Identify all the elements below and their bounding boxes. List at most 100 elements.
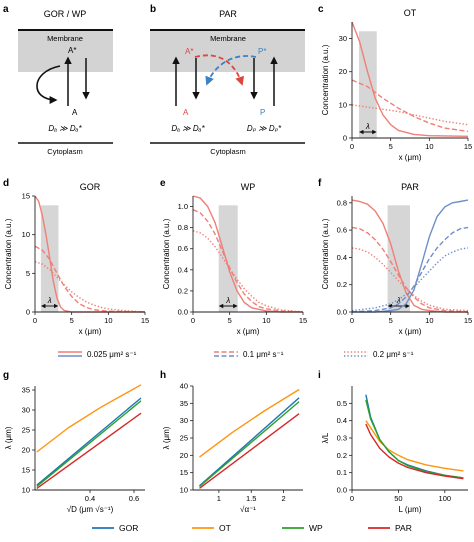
x-tick-label: 0 <box>350 494 354 503</box>
series-line <box>199 397 300 487</box>
chart-i: 0 50 100 0.0 0.1 0.2 0.3 0.4 0.5 L (μm) λ/L <box>321 386 468 514</box>
a-label: A <box>72 108 78 117</box>
panel-b-title: PAR <box>219 9 237 19</box>
x-tick-label: 15 <box>299 316 307 325</box>
chart-c: λ 0 5 10 15 0 10 20 30 x (μm) Concentration (a.u.)… <box>321 8 472 162</box>
x-axis-label: √D (μm √s⁻¹) <box>67 505 114 514</box>
y-tick-label: 5 <box>26 269 30 278</box>
chart-g: 0.4 0.6 10 15 20 25 30 35 √D (μm √s⁻¹) λ (μm) <box>4 384 145 514</box>
series-line <box>34 195 145 313</box>
x-tick-label: 10 <box>425 316 433 325</box>
panel-b: b PAR Membrane A* P* A P Dₐ ≫ Dₐ* Dₚ ≫ D… <box>150 4 305 156</box>
x-axis-label: x (μm) <box>79 327 102 336</box>
series-line <box>365 394 464 479</box>
lambda-shading <box>218 205 238 312</box>
x-tick-label: 10 <box>425 142 433 151</box>
y-tick-label: 0.0 <box>337 308 347 317</box>
chart-title: GOR <box>80 182 101 192</box>
y-tick-label: 0.6 <box>337 226 347 235</box>
y-tick-label: 0.8 <box>337 198 347 207</box>
series-line <box>351 226 469 313</box>
y-tick-label: 20 <box>22 446 30 455</box>
x-tick-label: 0 <box>33 316 37 325</box>
series-line <box>34 245 146 313</box>
x-tick-label: 0.4 <box>85 494 95 503</box>
y-tick-label: 15 <box>22 192 30 201</box>
y-tick-label: 30 <box>22 406 30 415</box>
y-axis-label: Concentration (a.u.) <box>321 218 330 289</box>
diffusion-legend: 0.025 μm² s⁻¹ 0.1 μm² s⁻¹ 0.2 μm² s⁻¹ <box>58 350 414 359</box>
membrane-region <box>18 30 113 72</box>
x-tick-label: 2 <box>282 494 286 503</box>
series-line <box>199 401 300 488</box>
x-tick-label: 15 <box>464 316 472 325</box>
panel-letter-d: d <box>3 178 9 189</box>
series-line <box>34 261 146 313</box>
y-axis-label: Concentration (a.u.) <box>4 218 13 289</box>
x-tick-label: 1.5 <box>246 494 256 503</box>
x-tick-label: 5 <box>228 316 232 325</box>
y-tick-label: 0.6 <box>178 244 188 253</box>
y-tick-label: 0.3 <box>337 434 347 443</box>
chart-f: λ0 5 10 150.00.20.40.60.8x (μm)Concentratio… <box>321 182 472 336</box>
y-tick-label: 10 <box>22 230 30 239</box>
x-tick-label: 5 <box>389 142 393 151</box>
a-antagonism-arrow <box>194 54 244 86</box>
chart-title: PAR <box>401 182 419 192</box>
y-tick-label: 25 <box>180 434 188 443</box>
y-axis-label: λ (μm) <box>162 426 171 449</box>
series-line <box>351 79 469 133</box>
y-tick-label: 25 <box>22 426 30 435</box>
diffusion-relation-p: Dₚ ≫ Dₚ* <box>247 124 282 133</box>
x-tick-label: 10 <box>104 316 112 325</box>
panel-letter-c: c <box>318 4 324 15</box>
membrane-label: Membrane <box>47 34 83 43</box>
chart-e: λ 0 5 10 15 0.0 0.2 0.4 0.6 0.8 1.0 x (μm) Concentra… <box>162 182 307 336</box>
y-tick-label: 0.2 <box>337 280 347 289</box>
y-tick-label: 1.0 <box>178 202 188 211</box>
panel-a: a GOR / WP Membrane A* A Dₐ ≫ Dₐ* Cytopl… <box>3 4 113 156</box>
y-tick-label: 0.4 <box>178 265 188 274</box>
y-tick-label: 15 <box>180 468 188 477</box>
y-tick-label: 0.4 <box>337 416 347 425</box>
y-tick-label: 0.8 <box>178 223 188 232</box>
lambda-label: λ <box>47 296 52 305</box>
x-tick-label: 1 <box>217 494 221 503</box>
legend-label: GOR <box>119 523 138 533</box>
series-line <box>36 400 142 487</box>
p-label: P <box>260 108 265 117</box>
cytoplasm-label: Cytoplasm <box>210 147 245 156</box>
a-star-label: A* <box>185 47 193 56</box>
x-tick-label: 0 <box>191 316 195 325</box>
y-tick-label: 30 <box>339 34 347 43</box>
legend-label: 0.1 μm² s⁻¹ <box>243 350 284 359</box>
series-line <box>365 423 464 480</box>
y-axis-label: Concentration (a.u.) <box>321 44 330 115</box>
series-line <box>351 247 469 312</box>
x-axis-label: x (μm) <box>399 153 422 162</box>
panel-letter-i: i <box>318 370 321 381</box>
legend-label: PAR <box>395 523 412 533</box>
series-line <box>199 413 300 489</box>
y-tick-label: 35 <box>22 386 30 395</box>
series-line <box>192 230 304 313</box>
y-axis-label: λ/L <box>321 432 330 443</box>
panel-letter-f: f <box>318 178 322 189</box>
series-line <box>192 209 304 313</box>
x-tick-label: 50 <box>394 494 402 503</box>
panel-letter-g: g <box>3 370 9 381</box>
series-line <box>352 199 469 313</box>
series-line <box>192 195 303 313</box>
panel-letter-b: b <box>150 4 156 15</box>
lambda-shading <box>387 205 410 312</box>
y-tick-label: 20 <box>180 451 188 460</box>
x-axis-label: x (μm) <box>399 327 422 336</box>
series-line <box>365 420 464 472</box>
y-tick-label: 0 <box>26 308 30 317</box>
series-line <box>351 199 468 313</box>
x-axis-label: L (μm) <box>399 505 422 514</box>
y-tick-label: 10 <box>180 486 188 495</box>
y-axis-label: λ (μm) <box>4 426 13 449</box>
